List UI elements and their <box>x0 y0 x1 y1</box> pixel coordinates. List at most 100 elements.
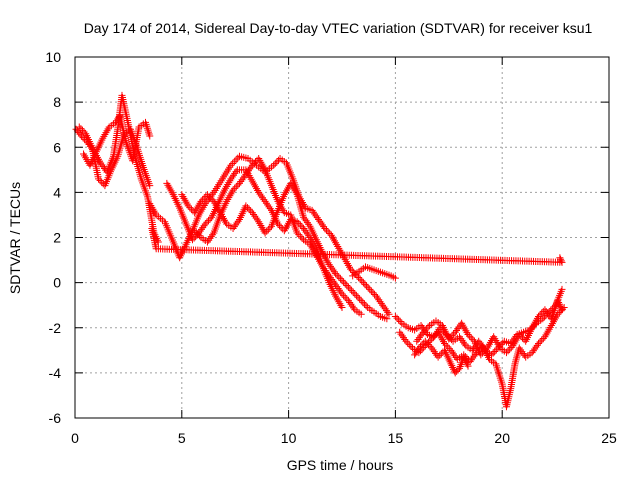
data-point <box>263 227 271 235</box>
x-tick-label: 0 <box>71 430 79 446</box>
data-point <box>228 173 236 181</box>
data-point <box>445 335 453 343</box>
data-point <box>375 296 383 304</box>
data-point <box>380 303 388 311</box>
data-point <box>248 161 256 169</box>
data-point <box>340 292 348 300</box>
data-point <box>311 210 319 218</box>
data-point <box>293 229 301 237</box>
data-point <box>296 232 304 240</box>
data-point <box>536 311 544 319</box>
data-point <box>539 334 547 342</box>
data-point <box>356 275 364 283</box>
data-point <box>478 349 486 357</box>
data-point <box>447 360 455 368</box>
data-point <box>324 270 332 278</box>
data-point <box>248 209 256 217</box>
data-point <box>244 167 252 175</box>
x-tick-label: 15 <box>388 430 404 446</box>
chart-title: Day 174 of 2014, Sidereal Day-to-day VTE… <box>84 20 593 36</box>
data-point <box>417 321 425 329</box>
data-point <box>515 344 523 352</box>
data-point <box>404 339 412 347</box>
data-point <box>480 347 488 355</box>
data-point <box>195 232 203 240</box>
data-point <box>395 316 403 324</box>
data-point <box>270 161 278 169</box>
data-point <box>554 310 562 318</box>
data-point <box>457 335 465 343</box>
data-point <box>250 210 258 218</box>
data-point <box>305 220 313 228</box>
data-point <box>461 357 469 365</box>
data-point <box>461 355 469 363</box>
data-point <box>200 222 208 230</box>
data-point <box>371 290 379 298</box>
data-point <box>296 221 304 229</box>
data-point <box>543 309 551 317</box>
data-point <box>75 123 83 131</box>
data-point <box>338 276 346 284</box>
data-point <box>293 218 301 226</box>
data-point <box>366 285 374 293</box>
data-point <box>449 350 457 358</box>
data-point <box>321 266 329 274</box>
data-point <box>298 234 306 242</box>
data-point <box>192 228 200 236</box>
data-point <box>421 337 429 345</box>
data-point <box>449 363 457 371</box>
data-point <box>482 346 490 354</box>
data-point <box>208 196 216 204</box>
data-point <box>434 353 442 361</box>
data-point <box>416 342 424 350</box>
data-point <box>259 194 267 202</box>
data-point <box>336 275 344 283</box>
data-point <box>533 341 541 349</box>
data-point <box>538 336 546 344</box>
data-point <box>464 331 472 339</box>
data-point <box>343 295 351 303</box>
data-point <box>252 214 260 222</box>
data-point <box>384 308 392 316</box>
data-point <box>238 176 246 184</box>
data-point <box>335 273 343 281</box>
data-point <box>554 297 562 305</box>
data-point <box>333 271 341 279</box>
x-tick-label: 5 <box>178 430 186 446</box>
data-point <box>301 215 309 223</box>
data-point <box>302 217 310 225</box>
data-point <box>466 332 474 340</box>
data-point <box>184 202 192 210</box>
data-point <box>329 277 337 285</box>
data-point <box>349 288 357 296</box>
data-point <box>344 283 352 291</box>
data-point <box>98 178 106 186</box>
data-point <box>229 224 237 232</box>
data-point <box>531 345 539 353</box>
data-points <box>72 91 568 411</box>
data-point <box>445 345 453 353</box>
data-point <box>242 202 250 210</box>
data-point <box>300 213 308 221</box>
y-tick-label: 0 <box>53 275 61 291</box>
data-point <box>379 301 387 309</box>
data-point <box>309 208 317 216</box>
data-point <box>424 323 432 331</box>
data-point <box>555 300 563 308</box>
data-point <box>242 170 250 178</box>
data-point <box>430 348 438 356</box>
data-point <box>298 223 306 231</box>
data-point <box>444 343 452 351</box>
data-point <box>335 286 343 294</box>
data-point <box>391 312 399 320</box>
data-point <box>231 169 239 177</box>
data-point <box>206 234 214 242</box>
data-point <box>557 304 565 312</box>
data-point <box>234 217 242 225</box>
data-point <box>247 207 255 215</box>
data-point <box>229 159 237 167</box>
data-point <box>332 270 340 278</box>
data-point <box>276 222 284 230</box>
data-point <box>499 339 507 347</box>
